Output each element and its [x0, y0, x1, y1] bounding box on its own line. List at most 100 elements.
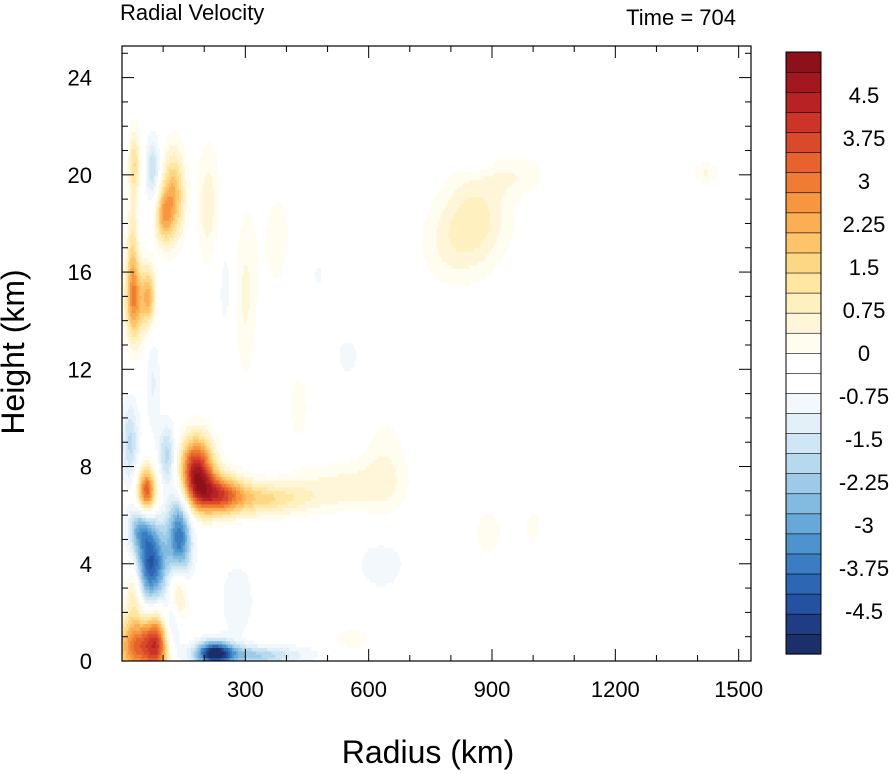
field-cell: [485, 534, 489, 539]
field-cell: [184, 520, 188, 525]
field-cell: [357, 459, 361, 464]
field-cell: [263, 473, 267, 478]
field-cell: [147, 462, 151, 467]
field-cell: [190, 640, 194, 645]
field-cell: [149, 633, 153, 638]
field-cell: [125, 462, 129, 467]
field-cell: [257, 490, 261, 495]
field-cell: [161, 449, 164, 454]
field-cell: [218, 520, 221, 525]
field-cell: [127, 428, 131, 433]
field-cell: [163, 473, 166, 478]
field-cell: [127, 585, 131, 590]
field-cell: [131, 551, 135, 556]
field-cell: [249, 510, 253, 515]
field-cell: [346, 490, 349, 495]
field-cell: [330, 469, 333, 474]
field-cell: [186, 657, 190, 661]
field-cell: [275, 514, 278, 519]
field-cell: [336, 462, 339, 467]
field-cell: [294, 657, 298, 661]
field-cell: [145, 647, 149, 652]
field-cell: [277, 476, 280, 481]
field-cell: [289, 497, 292, 502]
field-cell: [234, 520, 237, 525]
field-cell: [194, 558, 198, 563]
field-cell: [357, 637, 361, 642]
field-cell: [237, 493, 241, 498]
field-cell: [330, 466, 333, 471]
field-cell: [302, 476, 306, 481]
field-cell: [186, 462, 190, 467]
field-cell: [157, 592, 160, 597]
field-cell: [171, 613, 174, 618]
field-cell: [245, 500, 249, 505]
field-cell: [180, 469, 184, 474]
field-cell: [277, 497, 280, 502]
field-cell: [212, 449, 215, 454]
field-cell: [243, 640, 247, 645]
field-cell: [247, 650, 251, 655]
field-cell: [155, 623, 158, 628]
field-cell: [206, 500, 210, 505]
field-cell: [293, 657, 296, 661]
field-cell: [186, 479, 190, 484]
field-cell: [245, 640, 249, 645]
field-cell: [161, 558, 164, 563]
field-cell: [330, 473, 333, 478]
field-cell: [350, 633, 353, 638]
field-cell: [180, 438, 184, 443]
field-cell: [363, 637, 367, 642]
field-cell: [196, 432, 200, 437]
field-cell: [251, 643, 255, 648]
field-cell: [373, 476, 377, 481]
field-cell: [208, 449, 212, 454]
field-cell: [179, 650, 182, 655]
field-cell: [171, 442, 174, 447]
field-cell: [291, 507, 294, 512]
field-cell: [314, 493, 318, 498]
field-cell: [216, 493, 219, 498]
field-cell: [255, 650, 259, 655]
field-cell: [291, 476, 294, 481]
field-cell: [381, 435, 385, 440]
field-cell: [230, 650, 233, 655]
field-cell: [375, 565, 379, 570]
field-cell: [381, 476, 385, 481]
field-cell: [165, 534, 168, 539]
field-cell: [182, 650, 186, 655]
field-cell: [177, 442, 180, 447]
field-cell: [485, 538, 489, 543]
field-cell: [212, 633, 215, 638]
field-cell: [179, 538, 182, 543]
field-cell: [391, 579, 394, 584]
field-cell: [202, 466, 206, 471]
field-cell: [141, 514, 145, 519]
field-cell: [232, 466, 235, 471]
field-cell: [228, 599, 231, 604]
field-cell: [304, 657, 308, 661]
field-cell: [208, 520, 212, 525]
field-cell: [167, 469, 170, 474]
field-cell: [247, 582, 251, 587]
field-cell: [391, 459, 394, 464]
field-cell: [224, 493, 227, 498]
field-cell: [385, 466, 388, 471]
field-cell: [192, 561, 196, 566]
field-cell: [279, 657, 282, 661]
field-cell: [357, 633, 361, 638]
field-cell: [147, 527, 151, 532]
field-cell: [159, 572, 162, 577]
field-cell: [202, 503, 206, 508]
field-cell: [165, 538, 168, 543]
field-cell: [491, 541, 495, 546]
field-cell: [361, 479, 365, 484]
field-cell: [243, 623, 247, 628]
field-cell: [177, 503, 180, 508]
field-cell: [137, 561, 141, 566]
field-cell: [157, 486, 160, 491]
field-cell: [186, 500, 190, 505]
field-cell: [149, 493, 153, 498]
field-cell: [383, 582, 386, 587]
field-cell: [234, 633, 237, 638]
